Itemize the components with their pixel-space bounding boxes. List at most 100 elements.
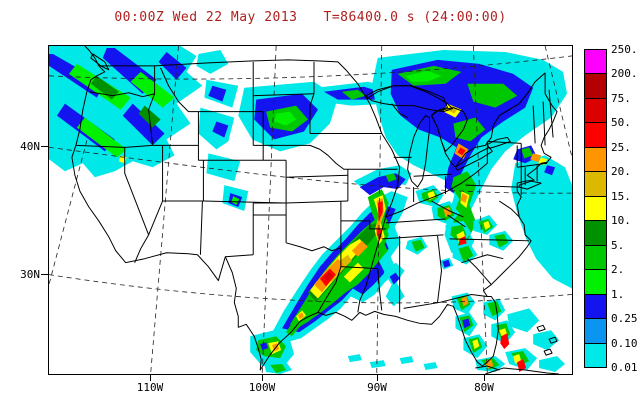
colorbar-label: 15. [611, 189, 631, 203]
lon-axis-label: 100W [248, 381, 276, 394]
precip-shade [467, 83, 518, 108]
colorbar-label: 2. [611, 263, 625, 277]
precip-shade [347, 354, 362, 363]
precip-shade [457, 147, 466, 156]
precip-shade [405, 70, 442, 82]
basemap-line [447, 214, 466, 228]
precip-shade [544, 165, 556, 176]
basemap-line [340, 266, 378, 270]
colorbar-label: 75. [611, 91, 631, 105]
lon-axis-label: 80W [474, 381, 494, 394]
basemap-line [465, 184, 520, 188]
basemap-line [518, 180, 542, 190]
graticule-line [49, 55, 572, 80]
basemap-line [377, 268, 383, 311]
graticule-line [49, 274, 572, 304]
lon-tick [377, 375, 378, 381]
colorbar-label: 10. [611, 214, 631, 228]
basemap-line [286, 174, 348, 178]
precip-shade [530, 153, 542, 163]
colorbar-cell [584, 146, 607, 173]
lat-axis-label: 40N [20, 140, 40, 153]
basemap-line [148, 93, 156, 146]
precip-shade [500, 333, 510, 350]
basemap-line [431, 200, 464, 218]
precip-shade [122, 103, 165, 146]
graticule-line [472, 46, 488, 374]
precip-shade [206, 153, 241, 182]
basemap-line [403, 293, 488, 309]
colorbar-cell [584, 342, 607, 368]
colorbar-label: 0.25 [611, 312, 638, 326]
basemap-line [475, 365, 500, 371]
precip-shade [462, 318, 471, 329]
basemap-line [286, 200, 348, 204]
precip-shade [507, 308, 540, 333]
basemap-line [499, 200, 520, 218]
lat-axis-label: 30N [20, 268, 40, 281]
basemap-line [431, 107, 468, 152]
colorbar-label: 25. [611, 140, 631, 154]
basemap-line [365, 85, 453, 113]
basemap-line [253, 144, 348, 170]
colorbar-label: 0.10 [611, 336, 638, 350]
basemap-line [517, 162, 548, 168]
colorbar-label: 50. [611, 116, 631, 130]
colorbar-label: 0.01 [611, 361, 638, 374]
basemap-line [84, 46, 100, 67]
basemap-line [160, 67, 189, 112]
precip-shade [158, 51, 187, 80]
colorbar-label: 20. [611, 165, 631, 179]
precip-shade [423, 362, 438, 371]
colorbar-cell [584, 318, 607, 344]
precip-shade [90, 75, 119, 100]
precip-shade [385, 173, 397, 183]
precip-shade [487, 301, 502, 317]
graticule-line [49, 146, 572, 194]
precip-shade [212, 121, 229, 138]
lat-tick [41, 146, 48, 147]
basemap-line [199, 201, 203, 255]
precip-shade [270, 364, 287, 374]
lon-axis-label: 110W [136, 381, 164, 394]
basemap-line [71, 65, 558, 371]
lat-tick [41, 274, 48, 275]
basemap-line [88, 91, 155, 98]
precip-shade [411, 239, 425, 252]
precip-shade [231, 196, 240, 206]
precip-shade [298, 312, 305, 320]
basemap-line [461, 254, 504, 264]
basemap-line [391, 103, 408, 119]
graticule-line [376, 46, 383, 374]
basemap-line [340, 220, 386, 230]
basemap-line [437, 235, 442, 303]
basemap-line [407, 115, 431, 188]
basemap-line [536, 324, 546, 332]
precip-shade [323, 271, 333, 282]
precip-shade [483, 220, 491, 230]
basemap-line [148, 200, 164, 236]
graticule-line [261, 46, 277, 374]
precip-shade [442, 259, 451, 268]
basemap-line [385, 162, 488, 218]
plot-title: 00:00Z Wed 22 May 2013 T=86400.0 s (24:0… [48, 10, 573, 25]
colorbar-cell [584, 171, 607, 197]
valid-time-label: 00:00Z Wed 22 May 2013 [114, 10, 298, 25]
basemap-line [485, 367, 560, 374]
precip-shade [399, 356, 414, 365]
basemap-line [381, 234, 444, 240]
basemap-line [548, 336, 558, 344]
precip-shade [521, 147, 534, 159]
colorbar-cell [584, 244, 607, 271]
precip-shade [443, 207, 452, 217]
colorbar-cell [584, 97, 607, 124]
precip-shade [494, 233, 509, 248]
colorbar-cell [584, 122, 607, 148]
basemap-line [543, 348, 553, 356]
colorbar-label: 200. [611, 67, 638, 81]
basemap-line [253, 93, 315, 97]
basemap-line [366, 98, 383, 134]
graticule-line [150, 46, 179, 374]
precip-shade [472, 339, 480, 350]
